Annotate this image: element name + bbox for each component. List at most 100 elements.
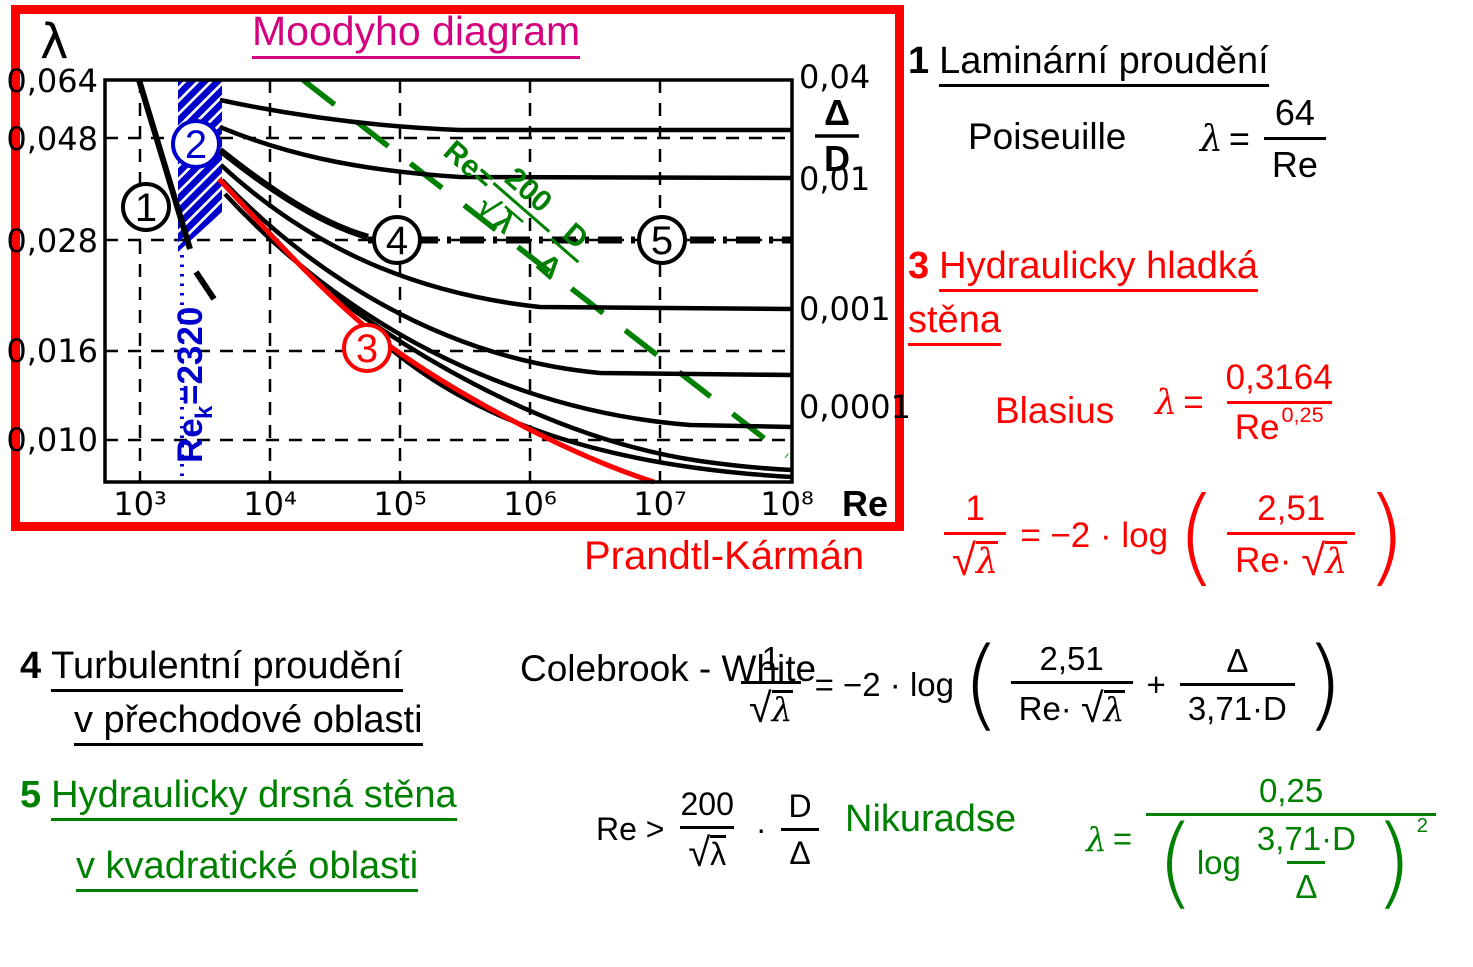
radical-sign: √: [688, 831, 711, 875]
first-fraction: 200 √ λ: [672, 786, 741, 873]
section-3-heading-line2: stěna: [908, 299, 1001, 346]
inner-fraction: 3,71·D Δ: [1249, 820, 1364, 906]
y-tick-0010: 0,010: [6, 421, 98, 459]
radical-sign: √: [1080, 685, 1104, 731]
equals-sign: =: [1183, 383, 1204, 422]
radical-sign: √: [1301, 536, 1326, 585]
re-base: Re: [1234, 408, 1280, 447]
x-axis-label: Re: [842, 483, 888, 524]
page-title-text: Moodyho diagram: [252, 8, 581, 59]
equals-sign: =: [1112, 820, 1133, 857]
fraction-numerator: 0,3164: [1225, 358, 1333, 397]
fraction-denominator: Δ: [1287, 861, 1326, 906]
fraction-numerator: 0,25: [1258, 772, 1324, 809]
outer-fraction: 0,25 ( log 3,71·D Δ ) 2: [1146, 772, 1436, 912]
laminar-line-dashed: [193, 270, 217, 301]
fraction-denominator: Re: [1263, 137, 1326, 186]
x-tick-1e7: 10⁷: [633, 485, 687, 523]
section-5-heading: 5 Hydraulicky drsná stěna: [20, 774, 457, 821]
section-5-title-line1: Hydraulicky drsná stěna: [51, 774, 457, 821]
section-4-title-line2: v přechodové oblasti: [74, 699, 423, 746]
fraction-numerator: 2,51: [1257, 489, 1326, 528]
fraction: 64 Re: [1263, 92, 1326, 186]
dot-operator: ·: [755, 811, 767, 847]
right-axis-delta: Δ: [824, 92, 850, 133]
fraction-denominator: Δ: [781, 827, 819, 872]
radicand-lambda: λ: [976, 541, 999, 582]
y-tick-0048: 0,048: [6, 120, 98, 158]
fraction-denominator: Re· √ λ: [1010, 681, 1133, 731]
lhs-fraction: 1 √ λ: [741, 640, 801, 729]
plot-border: [103, 78, 794, 484]
fraction-denominator: Re· √ λ: [1227, 532, 1356, 585]
section-1-heading: 1 Laminární proudění: [908, 40, 1269, 87]
right-tick-0001: 0,001: [799, 290, 891, 328]
x-axis-ticks: 10³ 10⁴ 10⁵ 10⁶ 10⁷ 10⁸: [113, 485, 814, 523]
x-tick-1e3: 10³: [113, 485, 167, 523]
lambda-symbol: λ: [1200, 118, 1223, 160]
radicand-lambda: λ: [1103, 689, 1125, 729]
right-tick-004: 0,04: [799, 58, 870, 96]
page-title: Moodyho diagram: [252, 8, 581, 59]
fraction-numerator: 2,51: [1039, 640, 1104, 677]
rek-value: =2320: [171, 307, 210, 405]
rhs-fraction: 2,51 Re· √ λ: [1227, 489, 1356, 585]
section-4-title-line1: Turbulentní proudění: [51, 645, 403, 692]
section-3-heading: 3 Hydraulicky hladká: [908, 245, 1259, 292]
lambda-symbol: λ: [1086, 819, 1107, 859]
poiseuille-formula: λ = 64 Re: [1200, 92, 1334, 186]
radical-sign: √: [952, 536, 977, 585]
x-tick-1e5: 10⁵: [373, 485, 427, 523]
x-tick-1e8: 10⁸: [760, 485, 814, 523]
blasius-label: Blasius: [995, 390, 1115, 431]
section-1-title: Laminární proudění: [939, 40, 1269, 87]
re-greater: Re >: [596, 811, 665, 847]
markers: 1 2 3 4 5: [121, 119, 687, 373]
marker-3: 3: [356, 327, 378, 371]
lhs-fraction: 1 √ λ: [944, 489, 1007, 585]
prandtl-karman-label: Prandtl-Kármán: [584, 534, 865, 578]
y-tick-0016: 0,016: [6, 332, 98, 370]
nikuradse-formula: λ = 0,25 ( log 3,71·D Δ ) 2: [1086, 772, 1444, 912]
section-5-title-line2: v kvadratické oblasti: [76, 845, 419, 892]
section-3-title-line2: stěna: [908, 299, 1001, 346]
rek-label: Re k =2320: [171, 307, 218, 463]
section-3-title-line1: Hydraulicky hladká: [939, 245, 1259, 292]
right-axis-label: Δ D: [815, 92, 859, 179]
marker-4: 4: [386, 219, 408, 263]
section-4-heading-line2: v přechodové oblasti: [74, 699, 423, 746]
equals-sign: =: [1228, 118, 1250, 159]
fraction-numerator: 1: [761, 640, 780, 677]
boundary-delta: Δ: [530, 247, 568, 286]
colebrook-white-formula: 1 √ λ = −2 · log ( 2,51 Re· √ λ + Δ 3,71·D…: [733, 635, 1346, 734]
laminar-line: [136, 79, 193, 250]
boundary-formula: Re= 200 √ λ D Δ: [437, 134, 594, 286]
re-dot: Re·: [1235, 540, 1292, 580]
marker-3-circle: [342, 323, 392, 373]
fraction-numerator: D: [788, 787, 812, 824]
equation-middle: = −2 · log: [1020, 515, 1169, 555]
section-1-number: 1: [908, 40, 930, 82]
fraction-denominator: √ λ: [680, 826, 735, 875]
y-tick-0028: 0,028: [6, 222, 98, 260]
section-3-number: 3: [908, 245, 930, 287]
re-exponent: 0,25: [1281, 402, 1324, 427]
boundary-d: D: [556, 217, 594, 256]
blasius-formula: λ = 0,3164 Re 0,25: [1155, 358, 1349, 448]
right-axis-ticks: 0,04 0,01 0,001 0,0001: [799, 58, 910, 426]
y-axis-ticks: 0,064 0,048 0,028 0,016 0,010: [6, 62, 98, 459]
marker-1-circle: [121, 182, 171, 232]
squared-exponent: 2: [1416, 814, 1428, 837]
diagram-frame: [11, 5, 904, 531]
marker45-curve: [217, 147, 369, 241]
roughness-curves: [219, 97, 793, 480]
marker-5-circle: [637, 215, 687, 265]
rough-condition-formula: Re > 200 √ λ · D Δ: [596, 786, 828, 873]
marker-1: 1: [135, 186, 157, 230]
rek-sub: k: [191, 405, 218, 419]
right-tick-001: 0,01: [799, 160, 870, 198]
section-5-heading-line2: v kvadratické oblasti: [76, 845, 419, 892]
fraction-denominator: √ λ: [944, 532, 1007, 585]
poiseuille-label: Poiseuille: [968, 116, 1127, 157]
marker-5: 5: [651, 219, 673, 263]
